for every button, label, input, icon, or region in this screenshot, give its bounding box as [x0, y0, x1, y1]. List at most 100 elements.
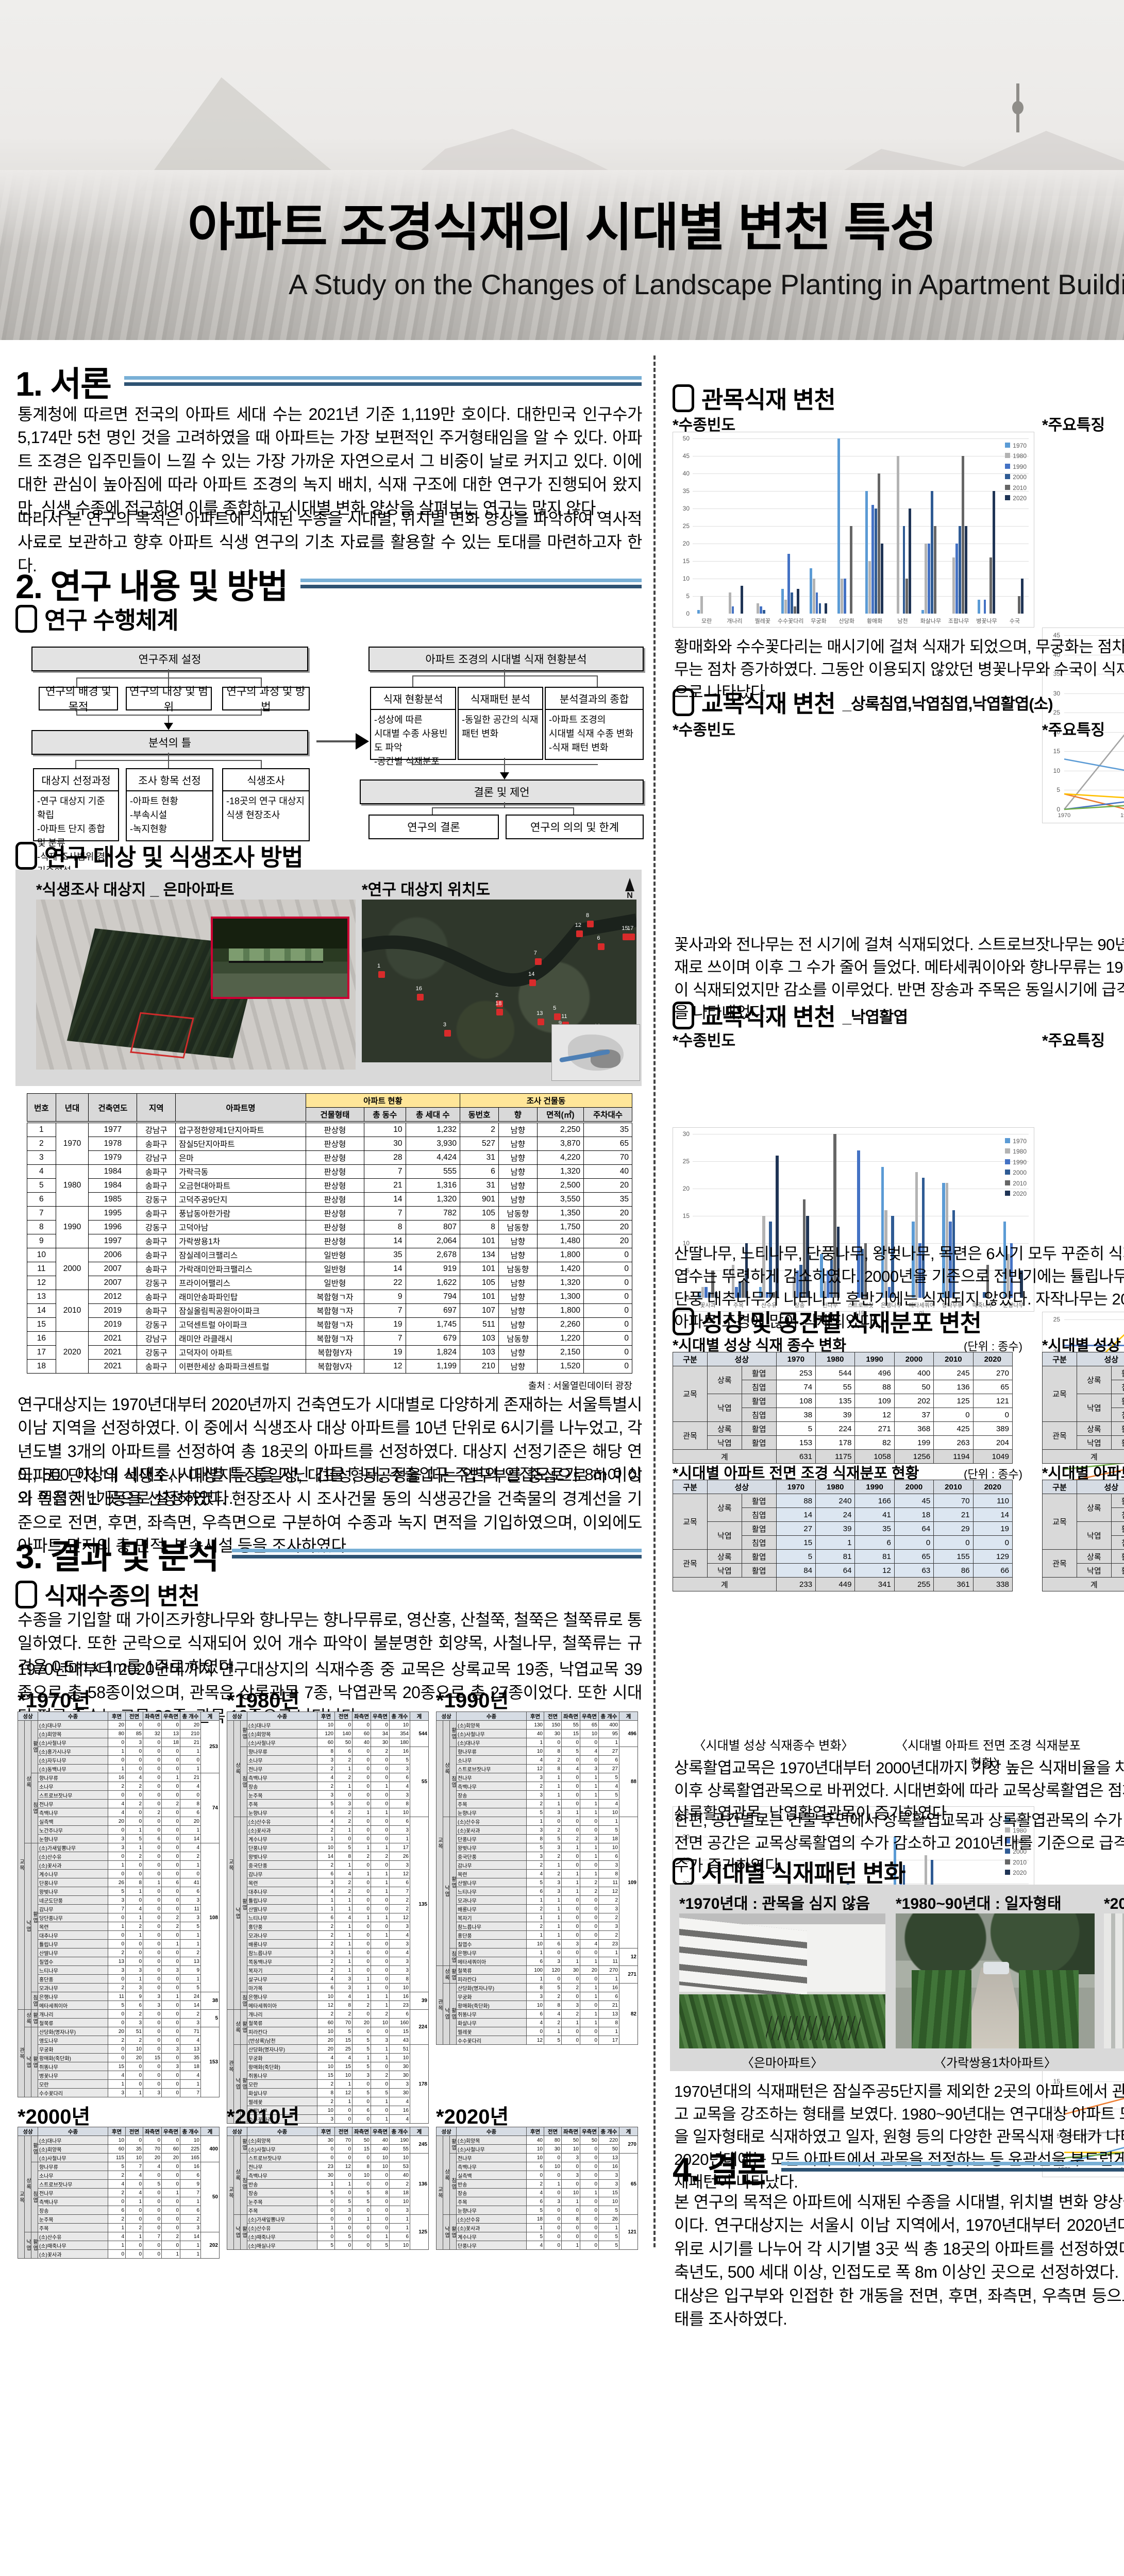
section-1-title: 1. 서론 [15, 357, 111, 406]
rounded-square-bullet-icon [15, 1581, 37, 1608]
bar-2020 [825, 603, 827, 614]
poster-title: 아파트 조경식재의 시대별 변천 특성 [0, 185, 1124, 260]
year-label-2000: *2000년 [18, 2100, 90, 2130]
table-source-note: 출처 : 서울열린데이터 광장 [15, 1379, 632, 1392]
rounded-square-bullet-icon [673, 688, 694, 716]
bar-2010 [794, 606, 796, 614]
section-1-header: 1. 서론 [15, 357, 642, 406]
survey-subheader-label: 연구 대상 및 식생조사 방법 [44, 839, 303, 873]
hedge-right [1019, 1970, 1079, 2048]
compass-north-icon: N [619, 878, 640, 901]
bar-1990 [787, 554, 790, 614]
bar-1970 [978, 600, 980, 614]
bar-1980 [841, 579, 843, 614]
hedge-left [912, 1970, 971, 2048]
bar-2020 [741, 586, 743, 614]
conclusion-paragraph: 본 연구의 목적은 아파트에 식재된 수종을 시대별, 위치별 변화 양상을 파… [674, 2191, 1124, 2331]
bar-1990 [844, 579, 846, 614]
poster-subtitle: A Study on the Changes of Landscape Plan… [289, 268, 1124, 301]
photo-eunma-apartment [679, 1913, 885, 2048]
bar-1990 [955, 544, 958, 614]
bar-1980 [868, 561, 871, 614]
rear-dist-table: 구분성상197019801990200020102020교목상록활엽102180… [1042, 1480, 1124, 1591]
flow-box: 연구의 의의 및 한계 [506, 815, 644, 839]
survey-boundary-outline [130, 1012, 194, 1059]
rounded-square-bullet-icon [673, 1308, 694, 1335]
bar-1990 [928, 544, 930, 614]
section-rule [124, 376, 642, 386]
x-axis-label: 산당화 [833, 617, 861, 625]
flow-box: 분석의 틀 [31, 730, 308, 755]
site-satellite-map [36, 900, 356, 1070]
feat-label: *주요특징 [1042, 1028, 1105, 1050]
shrub-section-header: 관목식재 변천 [673, 381, 835, 415]
